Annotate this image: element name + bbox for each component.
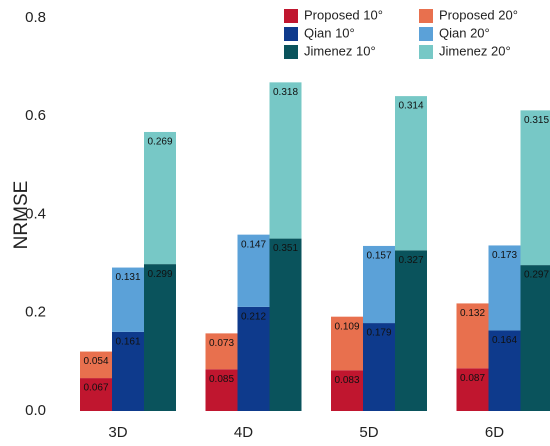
bar-segment [80, 378, 112, 411]
bar-segment [520, 265, 550, 411]
bar-segment [112, 267, 144, 332]
legend-swatch [419, 45, 433, 59]
value-label: 0.083 [334, 375, 359, 386]
y-tick-label: 0.8 [25, 9, 46, 26]
bar-segment [269, 82, 302, 239]
y-tick-label: 0.0 [25, 402, 46, 419]
x-tick-label: 4D [234, 424, 253, 441]
value-label: 0.299 [147, 269, 172, 280]
bar-segment [395, 96, 427, 251]
legend-label: Jimenez 10° [304, 43, 376, 58]
value-label: 0.054 [83, 356, 108, 367]
value-label: 0.131 [115, 272, 140, 283]
value-label: 0.173 [492, 250, 517, 261]
legend-swatch [284, 27, 298, 41]
value-label: 0.085 [209, 374, 234, 385]
bar-segment [144, 131, 176, 265]
value-label: 0.297 [524, 270, 549, 281]
bar-segment [488, 245, 521, 331]
bar-segment [112, 331, 144, 411]
legend-swatch [284, 45, 298, 59]
legend-label: Proposed 20° [439, 7, 518, 22]
y-tick-label: 0.6 [25, 107, 46, 124]
x-tick-label: 5D [359, 424, 378, 441]
bar-segment [520, 110, 550, 266]
value-label: 0.351 [273, 243, 298, 254]
value-label: 0.314 [398, 101, 423, 112]
bar-segment [269, 238, 302, 411]
bar-segment [456, 303, 489, 369]
value-label: 0.164 [492, 335, 517, 346]
y-axis-title: NRMSE [11, 181, 32, 250]
bar-segment [237, 306, 270, 411]
bar-segment [205, 333, 238, 370]
legend-swatch [419, 9, 433, 23]
value-label: 0.179 [366, 328, 391, 339]
bar-segment [237, 234, 270, 307]
value-label: 0.132 [460, 308, 485, 319]
bar-segment [395, 250, 427, 411]
value-label: 0.269 [147, 137, 172, 148]
bar-segment [456, 368, 489, 411]
y-tick-label: 0.4 [25, 205, 46, 222]
value-label: 0.067 [83, 383, 108, 394]
bar-segment [144, 264, 176, 411]
value-label: 0.315 [524, 115, 549, 126]
x-tick-label: 3D [108, 424, 127, 441]
bar-segment [331, 316, 363, 371]
bar-segment [363, 245, 395, 324]
value-label: 0.327 [398, 255, 423, 266]
value-label: 0.073 [209, 338, 234, 349]
bar-segment [80, 351, 112, 379]
legend-label: Qian 10° [304, 25, 355, 40]
bar-segment [363, 323, 395, 411]
value-label: 0.161 [115, 337, 140, 348]
x-tick-label: 6D [485, 424, 504, 441]
value-label: 0.318 [273, 87, 298, 98]
value-label: 0.157 [366, 251, 391, 262]
legend-label: Jimenez 20° [439, 43, 511, 58]
bar-segment [488, 330, 521, 411]
value-label: 0.087 [460, 373, 485, 384]
legend-label: Qian 20° [439, 25, 490, 40]
legend-swatch [284, 9, 298, 23]
value-label: 0.212 [241, 311, 266, 322]
value-label: 0.109 [334, 321, 359, 332]
value-label: 0.147 [241, 239, 266, 250]
bar-segment [331, 370, 363, 411]
legend-label: Proposed 10° [304, 7, 383, 22]
y-tick-label: 0.2 [25, 304, 46, 321]
legend-swatch [419, 27, 433, 41]
bar-segment [205, 369, 238, 411]
